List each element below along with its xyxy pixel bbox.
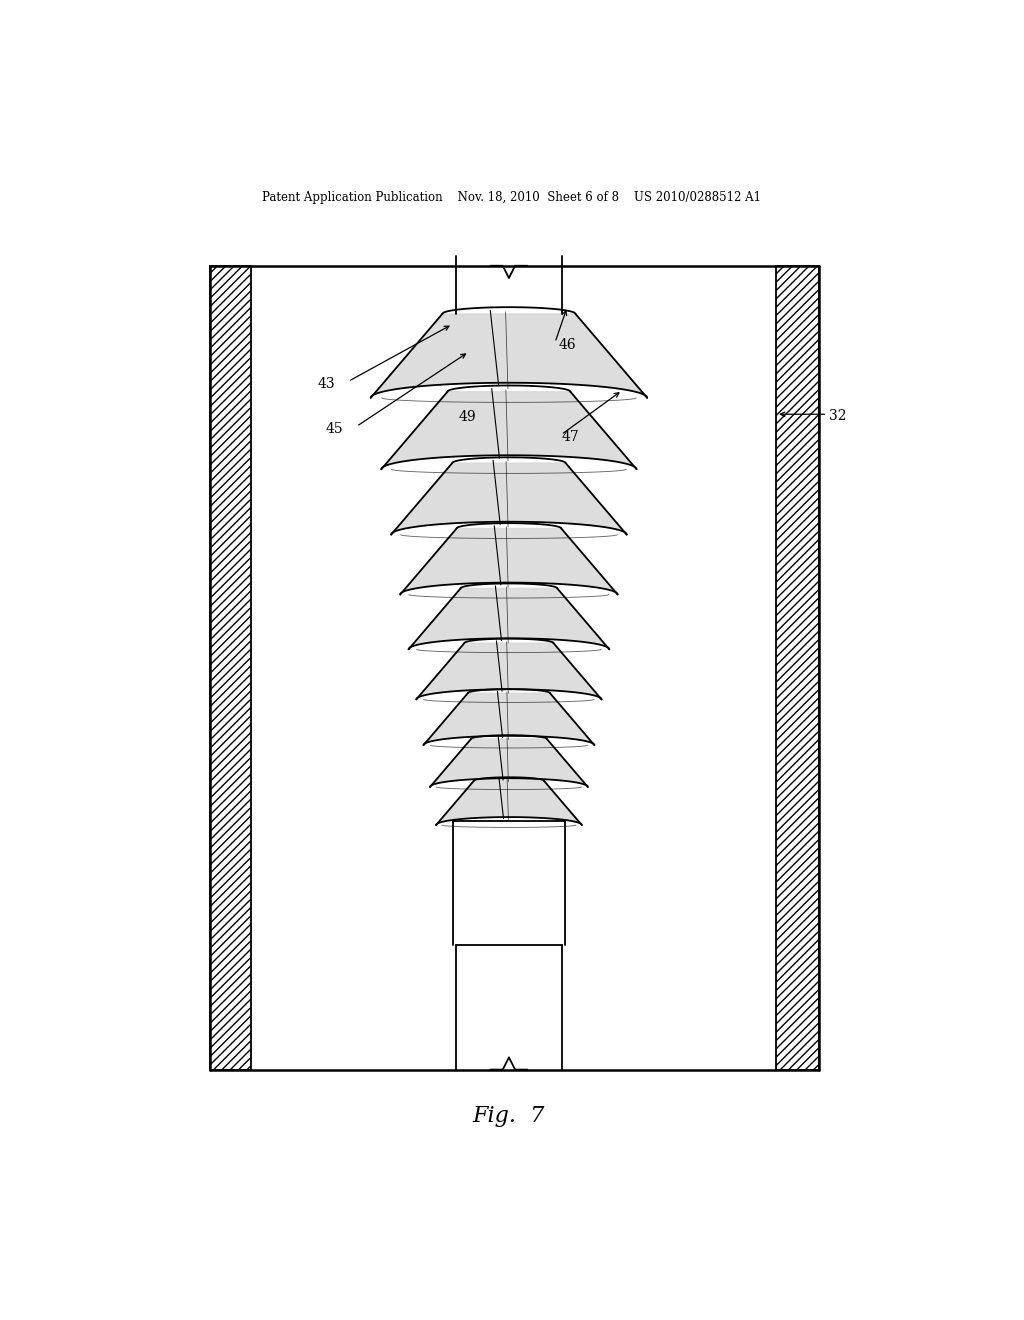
Text: 43: 43 xyxy=(317,376,335,391)
Bar xyxy=(210,265,251,1069)
Polygon shape xyxy=(417,643,601,700)
Polygon shape xyxy=(409,589,609,649)
Text: 46: 46 xyxy=(558,338,575,351)
Polygon shape xyxy=(430,739,588,787)
Text: 32: 32 xyxy=(829,409,847,424)
Polygon shape xyxy=(424,693,594,746)
Polygon shape xyxy=(391,463,627,535)
Polygon shape xyxy=(371,314,647,397)
Text: Patent Application Publication    Nov. 18, 2010  Sheet 6 of 8    US 2010/0288512: Patent Application Publication Nov. 18, … xyxy=(262,190,762,203)
Polygon shape xyxy=(436,781,582,825)
Text: 49: 49 xyxy=(459,411,476,424)
Text: Fig.  7: Fig. 7 xyxy=(473,1105,545,1127)
Text: 45: 45 xyxy=(326,421,343,436)
Text: 47: 47 xyxy=(561,430,579,444)
Bar xyxy=(776,265,819,1069)
Polygon shape xyxy=(400,528,617,594)
Polygon shape xyxy=(381,392,637,469)
